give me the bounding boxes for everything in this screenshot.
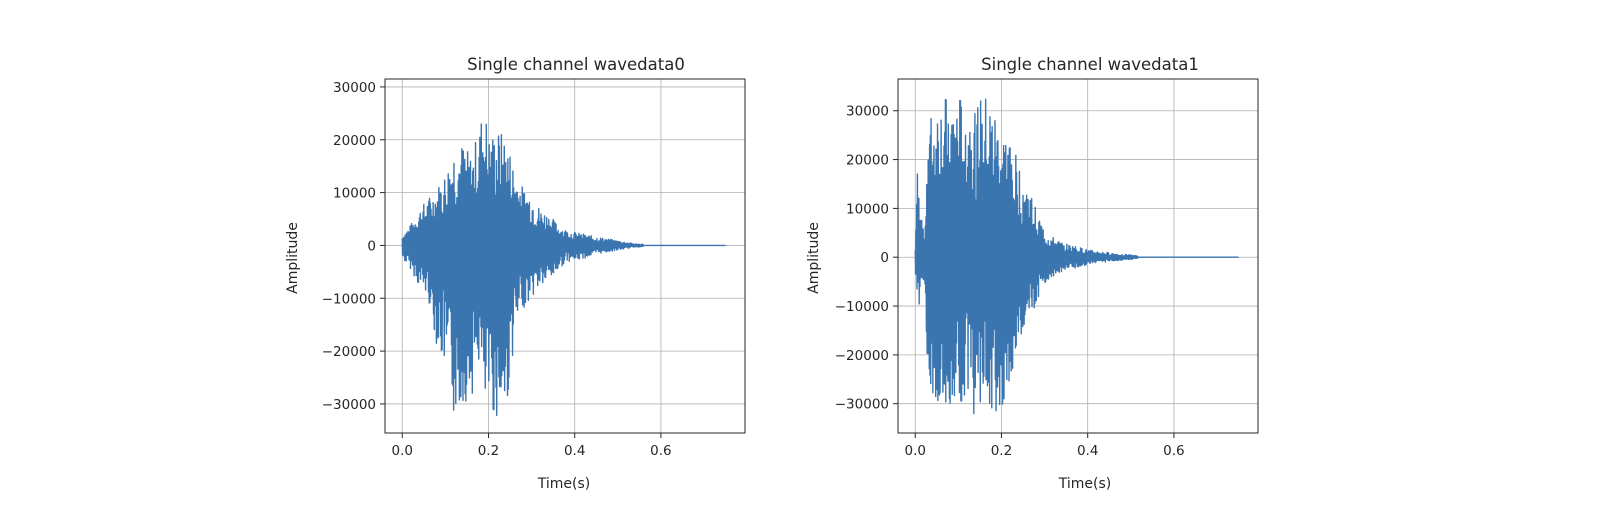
y-tick-label: 0 <box>367 238 376 254</box>
axes-frame <box>384 78 746 434</box>
y-tick-label: −30000 <box>322 397 376 413</box>
x-axis-label: Time(s) <box>1058 476 1111 492</box>
y-tick-label: 0 <box>880 250 889 266</box>
ticks: 0.0 0.2 0.4 0.6 −30000 −20000 −10000 0 10000 2000… <box>322 80 672 459</box>
y-tick-label: 30000 <box>846 104 889 120</box>
subplot-wavedata0: Single channel wavedata0 Amplitude Time(… <box>285 55 746 492</box>
y-tick-label: 20000 <box>846 153 889 169</box>
x-tick-label: 0.6 <box>1163 443 1184 459</box>
y-axis-label: Amplitude <box>806 222 822 294</box>
y-tick-label: −30000 <box>835 397 889 413</box>
subplot-wavedata1: Single channel wavedata1 Amplitude Time(… <box>806 55 1259 492</box>
y-tick-label: −20000 <box>322 344 376 360</box>
x-axis-label: Time(s) <box>537 476 590 492</box>
y-axis-label: Amplitude <box>285 222 301 294</box>
waveform-line <box>914 98 1239 415</box>
waveform-line <box>401 123 726 417</box>
x-tick-label: 0.0 <box>392 443 413 459</box>
y-tick-label: −10000 <box>322 291 376 307</box>
x-tick-label: 0.0 <box>905 443 926 459</box>
y-tick-label: 10000 <box>846 201 889 217</box>
x-tick-label: 0.2 <box>478 443 499 459</box>
x-tick-label: 0.4 <box>1077 443 1098 459</box>
chart-title: Single channel wavedata1 <box>981 55 1199 74</box>
y-tick-label: −20000 <box>835 348 889 364</box>
y-tick-label: −10000 <box>835 299 889 315</box>
x-tick-label: 0.4 <box>564 443 585 459</box>
x-tick-label: 0.6 <box>650 443 671 459</box>
y-tick-label: 30000 <box>333 80 376 96</box>
y-tick-label: 20000 <box>333 133 376 149</box>
ticks: 0.0 0.2 0.4 0.6 −30000 −20000 −10000 0 10000 2000… <box>835 104 1185 459</box>
axes-frame <box>897 78 1259 434</box>
x-tick-label: 0.2 <box>991 443 1012 459</box>
y-tick-label: 10000 <box>333 186 376 202</box>
chart-title: Single channel wavedata0 <box>467 55 685 74</box>
